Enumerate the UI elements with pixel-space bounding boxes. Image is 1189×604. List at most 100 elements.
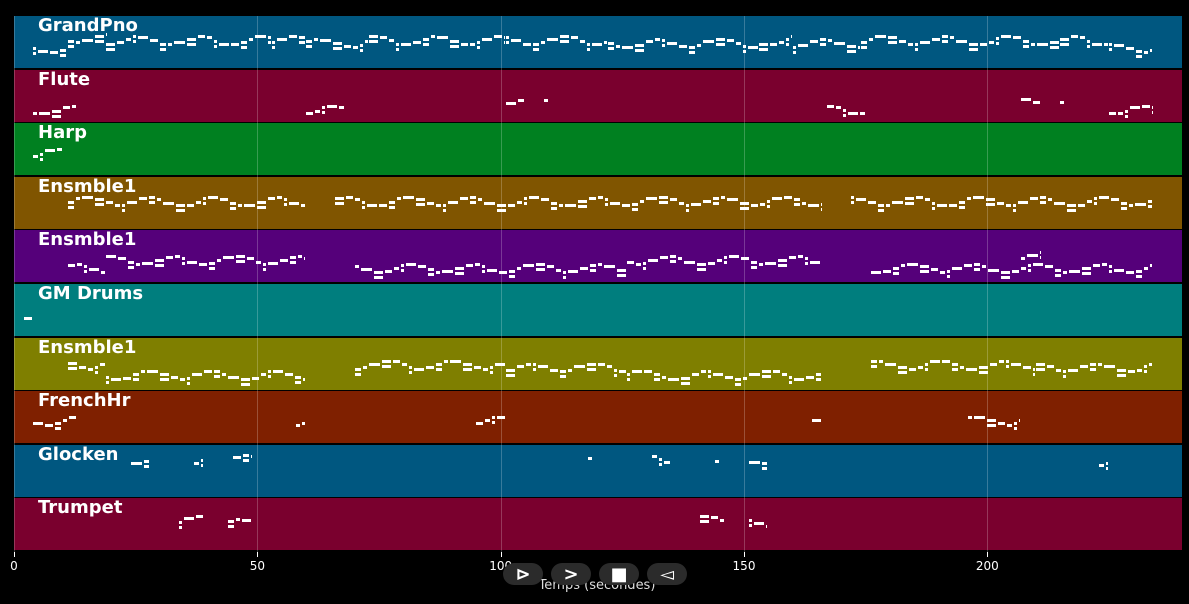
forward-button[interactable]: >	[551, 563, 591, 585]
note-mark	[622, 204, 631, 208]
note-mark	[295, 376, 302, 380]
note-mark	[413, 367, 424, 371]
note-mark	[986, 203, 996, 207]
note-mark	[686, 209, 690, 213]
note-mark	[532, 48, 539, 52]
note-mark	[1125, 109, 1128, 113]
note-mark	[322, 106, 325, 110]
note-mark	[808, 204, 820, 208]
note-mark	[1022, 366, 1031, 370]
note-mark	[298, 255, 303, 259]
note-mark	[987, 268, 999, 272]
note-mark	[1080, 36, 1086, 40]
note-mark	[559, 204, 564, 207]
note-mark	[228, 524, 235, 528]
note-mark	[1109, 48, 1112, 52]
note-mark	[268, 41, 271, 45]
note-mark	[335, 202, 345, 206]
note-mark	[100, 270, 106, 274]
note-mark	[870, 365, 877, 369]
note-mark	[789, 376, 793, 380]
note-mark	[802, 201, 807, 205]
note-mark	[1036, 43, 1048, 47]
note-mark	[365, 40, 369, 44]
note-mark	[1135, 274, 1142, 278]
note-mark	[174, 41, 186, 45]
stop-button[interactable]: ■	[599, 563, 639, 585]
note-mark	[702, 40, 714, 44]
note-mark	[919, 269, 929, 273]
note-mark	[516, 365, 524, 369]
note-mark	[851, 201, 855, 205]
note-mark	[389, 205, 396, 209]
note-mark	[304, 257, 306, 261]
note-mark	[1054, 268, 1061, 272]
note-mark	[470, 43, 476, 47]
note-mark	[721, 196, 726, 200]
note-mark	[751, 265, 758, 269]
note-mark	[1109, 43, 1112, 47]
note-mark	[298, 36, 305, 40]
note-mark	[632, 203, 639, 207]
note-mark	[959, 366, 964, 370]
note-mark	[273, 370, 284, 374]
note-mark	[1080, 365, 1088, 369]
note-mark	[1018, 418, 1021, 422]
note-mark	[396, 47, 400, 51]
note-mark	[510, 39, 521, 43]
note-mark	[668, 377, 680, 381]
note-mark	[237, 203, 242, 207]
note-mark	[99, 362, 106, 366]
note-mark	[389, 200, 396, 204]
note-mark	[1022, 39, 1029, 43]
note-mark	[847, 111, 858, 115]
note-mark	[654, 38, 660, 42]
note-mark	[658, 462, 662, 466]
note-mark	[949, 203, 958, 207]
note-mark	[627, 373, 631, 377]
note-mark	[175, 255, 181, 259]
note-mark	[713, 202, 720, 206]
note-mark	[522, 263, 534, 267]
note-mark	[280, 258, 289, 262]
note-mark	[748, 518, 752, 522]
note-mark	[83, 264, 87, 268]
note-mark	[939, 270, 945, 274]
note-mark	[416, 198, 426, 202]
note-mark	[697, 262, 707, 266]
note-mark	[296, 423, 301, 427]
note-mark	[1060, 37, 1070, 41]
note-mark	[782, 373, 788, 377]
note-mark	[648, 259, 659, 263]
note-mark	[476, 422, 484, 426]
note-mark	[373, 275, 383, 279]
note-mark	[130, 461, 142, 465]
note-mark	[729, 255, 740, 259]
note-mark	[1063, 370, 1066, 374]
note-mark	[67, 200, 74, 204]
note-mark	[1071, 35, 1079, 39]
back-button[interactable]: ◅	[647, 563, 687, 585]
note-mark	[1021, 256, 1026, 260]
note-mark	[973, 267, 980, 271]
note-mark	[199, 262, 208, 266]
note-mark	[973, 416, 985, 420]
note-mark	[133, 378, 140, 382]
note-mark	[616, 273, 626, 277]
note-mark	[217, 259, 222, 263]
note-mark	[416, 203, 426, 207]
note-mark	[155, 259, 165, 263]
note-mark	[381, 360, 391, 364]
note-mark	[1018, 200, 1029, 204]
play-button[interactable]: ⊳	[503, 563, 543, 585]
note-mark	[741, 257, 750, 261]
note-mark	[1022, 44, 1029, 48]
note-mark	[276, 196, 282, 200]
note-mark	[241, 40, 248, 44]
note-mark	[187, 42, 197, 46]
note-mark	[354, 264, 359, 268]
note-mark	[659, 196, 669, 200]
note-mark	[306, 112, 313, 116]
note-mark	[588, 456, 593, 460]
note-mark	[114, 203, 120, 207]
